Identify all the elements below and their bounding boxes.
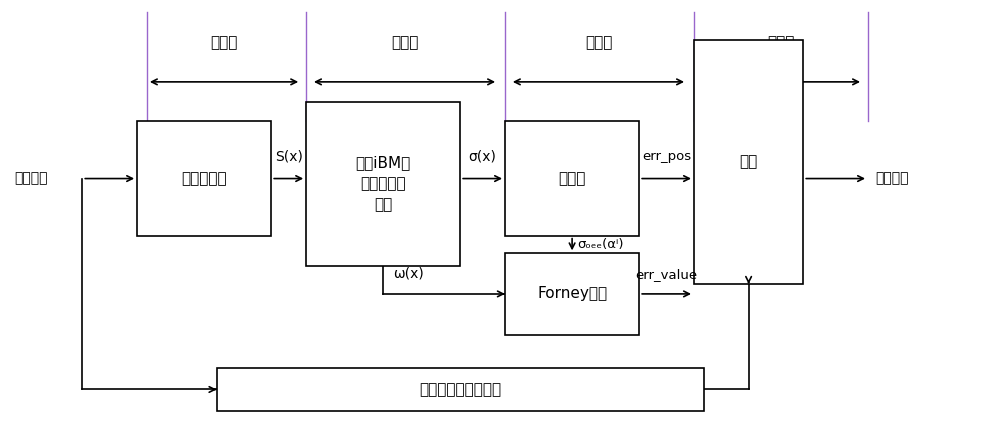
Text: Forney算法: Forney算法 [537, 287, 607, 301]
FancyBboxPatch shape [217, 368, 704, 412]
Text: 第一步: 第一步 [210, 35, 238, 50]
Text: 第四步: 第四步 [767, 35, 795, 50]
Text: σ(x): σ(x) [469, 149, 497, 163]
Text: 钱搜索: 钱搜索 [558, 171, 586, 186]
FancyBboxPatch shape [505, 253, 639, 335]
Text: 第二步: 第二步 [391, 35, 418, 50]
Text: σₒₑₑ(αⁱ): σₒₑₑ(αⁱ) [577, 238, 624, 251]
Text: 分解iBM算
法求解关键
方程: 分解iBM算 法求解关键 方程 [356, 156, 411, 213]
Text: err_value: err_value [636, 268, 698, 281]
Text: 伴随式计算: 伴随式计算 [181, 171, 227, 186]
FancyBboxPatch shape [694, 40, 803, 284]
Text: 接收码字: 接收码字 [15, 172, 48, 186]
Text: ω(x): ω(x) [393, 267, 424, 281]
FancyBboxPatch shape [505, 121, 639, 236]
Text: 码字输出: 码字输出 [875, 172, 908, 186]
Text: 先进先出缓冲寄存器: 先进先出缓冲寄存器 [419, 382, 501, 397]
FancyBboxPatch shape [306, 101, 460, 267]
FancyBboxPatch shape [137, 121, 271, 236]
Text: S(x): S(x) [275, 149, 303, 163]
Text: 纠错: 纠错 [739, 154, 758, 170]
Text: 第三步: 第三步 [585, 35, 612, 50]
Text: err_pos: err_pos [642, 150, 691, 163]
